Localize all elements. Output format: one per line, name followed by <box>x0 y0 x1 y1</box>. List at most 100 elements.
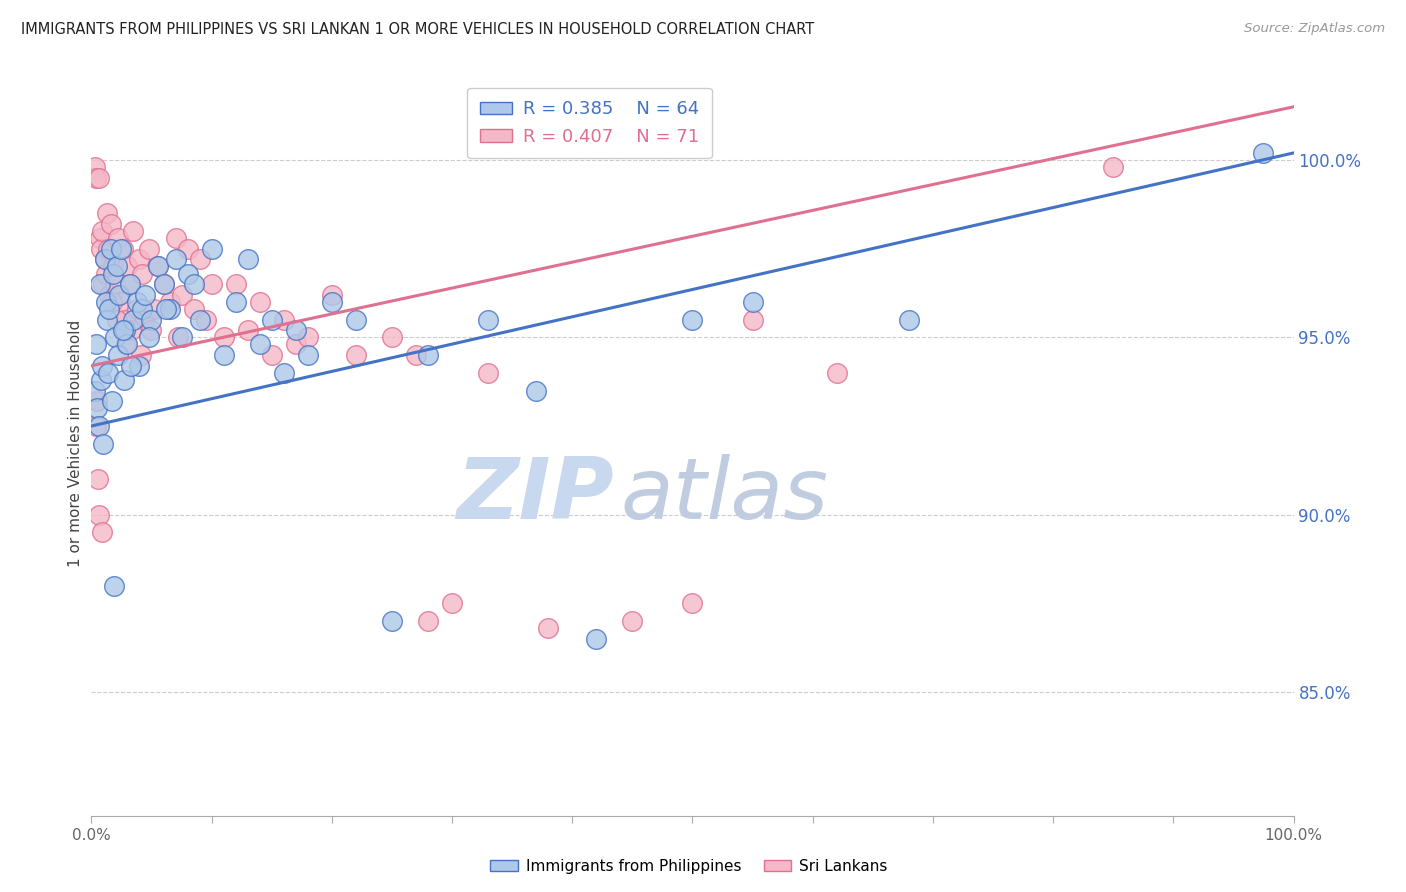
Point <box>128 359 150 373</box>
Point <box>212 348 235 362</box>
Point <box>825 366 848 380</box>
Legend: R = 0.385    N = 64, R = 0.407    N = 71: R = 0.385 N = 64, R = 0.407 N = 71 <box>467 87 711 158</box>
Point <box>111 323 134 337</box>
Point <box>321 287 343 301</box>
Point <box>225 294 247 309</box>
Point <box>100 217 122 231</box>
Point <box>146 260 169 274</box>
Point <box>131 301 153 316</box>
Point <box>93 252 115 267</box>
Point <box>236 252 259 267</box>
Point <box>84 419 107 434</box>
Point <box>101 394 124 409</box>
Point <box>84 160 107 174</box>
Point <box>249 337 271 351</box>
Point <box>103 579 125 593</box>
Point <box>200 242 222 256</box>
Point <box>1253 145 1275 160</box>
Point <box>159 294 181 309</box>
Point <box>117 260 139 274</box>
Point <box>194 312 217 326</box>
Point <box>141 312 163 326</box>
Point <box>741 312 763 326</box>
Text: ZIP: ZIP <box>457 454 614 537</box>
Point <box>90 242 112 256</box>
Point <box>117 337 139 351</box>
Point <box>273 312 295 326</box>
Point <box>97 242 120 256</box>
Point <box>138 242 160 256</box>
Point <box>681 596 703 610</box>
Point <box>381 330 404 344</box>
Point <box>188 312 211 326</box>
Point <box>284 337 307 351</box>
Point <box>91 224 114 238</box>
Point <box>86 394 108 409</box>
Legend: Immigrants from Philippines, Sri Lankans: Immigrants from Philippines, Sri Lankans <box>484 853 894 880</box>
Point <box>94 267 117 281</box>
Point <box>681 312 703 326</box>
Point <box>122 224 145 238</box>
Point <box>621 614 644 628</box>
Point <box>89 277 111 292</box>
Point <box>155 301 177 316</box>
Point <box>101 267 124 281</box>
Point <box>91 359 114 373</box>
Point <box>114 323 136 337</box>
Point <box>249 294 271 309</box>
Point <box>120 323 142 337</box>
Text: atlas: atlas <box>620 454 828 537</box>
Point <box>94 294 117 309</box>
Point <box>212 330 235 344</box>
Point <box>170 287 193 301</box>
Point <box>84 337 107 351</box>
Point <box>524 384 547 398</box>
Point <box>97 366 120 380</box>
Point <box>107 231 129 245</box>
Text: IMMIGRANTS FROM PHILIPPINES VS SRI LANKAN 1 OR MORE VEHICLES IN HOUSEHOLD CORREL: IMMIGRANTS FROM PHILIPPINES VS SRI LANKA… <box>21 22 814 37</box>
Point <box>112 373 135 387</box>
Point <box>120 359 142 373</box>
Point <box>381 614 404 628</box>
Point <box>200 277 222 292</box>
Point <box>111 242 134 256</box>
Point <box>297 348 319 362</box>
Point <box>93 436 115 450</box>
Point <box>98 301 121 316</box>
Point <box>114 312 136 326</box>
Point <box>108 287 131 301</box>
Point <box>87 472 110 486</box>
Point <box>84 384 107 398</box>
Point <box>321 294 343 309</box>
Text: Source: ZipAtlas.com: Source: ZipAtlas.com <box>1244 22 1385 36</box>
Point <box>105 312 128 326</box>
Point <box>152 277 174 292</box>
Point <box>176 267 198 281</box>
Point <box>96 206 118 220</box>
Point <box>141 323 163 337</box>
Point <box>110 294 132 309</box>
Point <box>110 242 132 256</box>
Point <box>260 312 283 326</box>
Point <box>585 632 607 646</box>
Point <box>89 508 111 522</box>
Point <box>142 301 165 316</box>
Point <box>128 252 150 267</box>
Point <box>87 170 110 185</box>
Point <box>134 287 156 301</box>
Point <box>188 252 211 267</box>
Point <box>84 170 107 185</box>
Point <box>1102 160 1125 174</box>
Point <box>297 330 319 344</box>
Point <box>416 614 439 628</box>
Point <box>101 294 124 309</box>
Point <box>122 312 145 326</box>
Point <box>125 294 148 309</box>
Point <box>134 312 156 326</box>
Point <box>183 301 205 316</box>
Point <box>105 260 128 274</box>
Point <box>159 301 181 316</box>
Point <box>477 312 499 326</box>
Point <box>89 231 111 245</box>
Point <box>477 366 499 380</box>
